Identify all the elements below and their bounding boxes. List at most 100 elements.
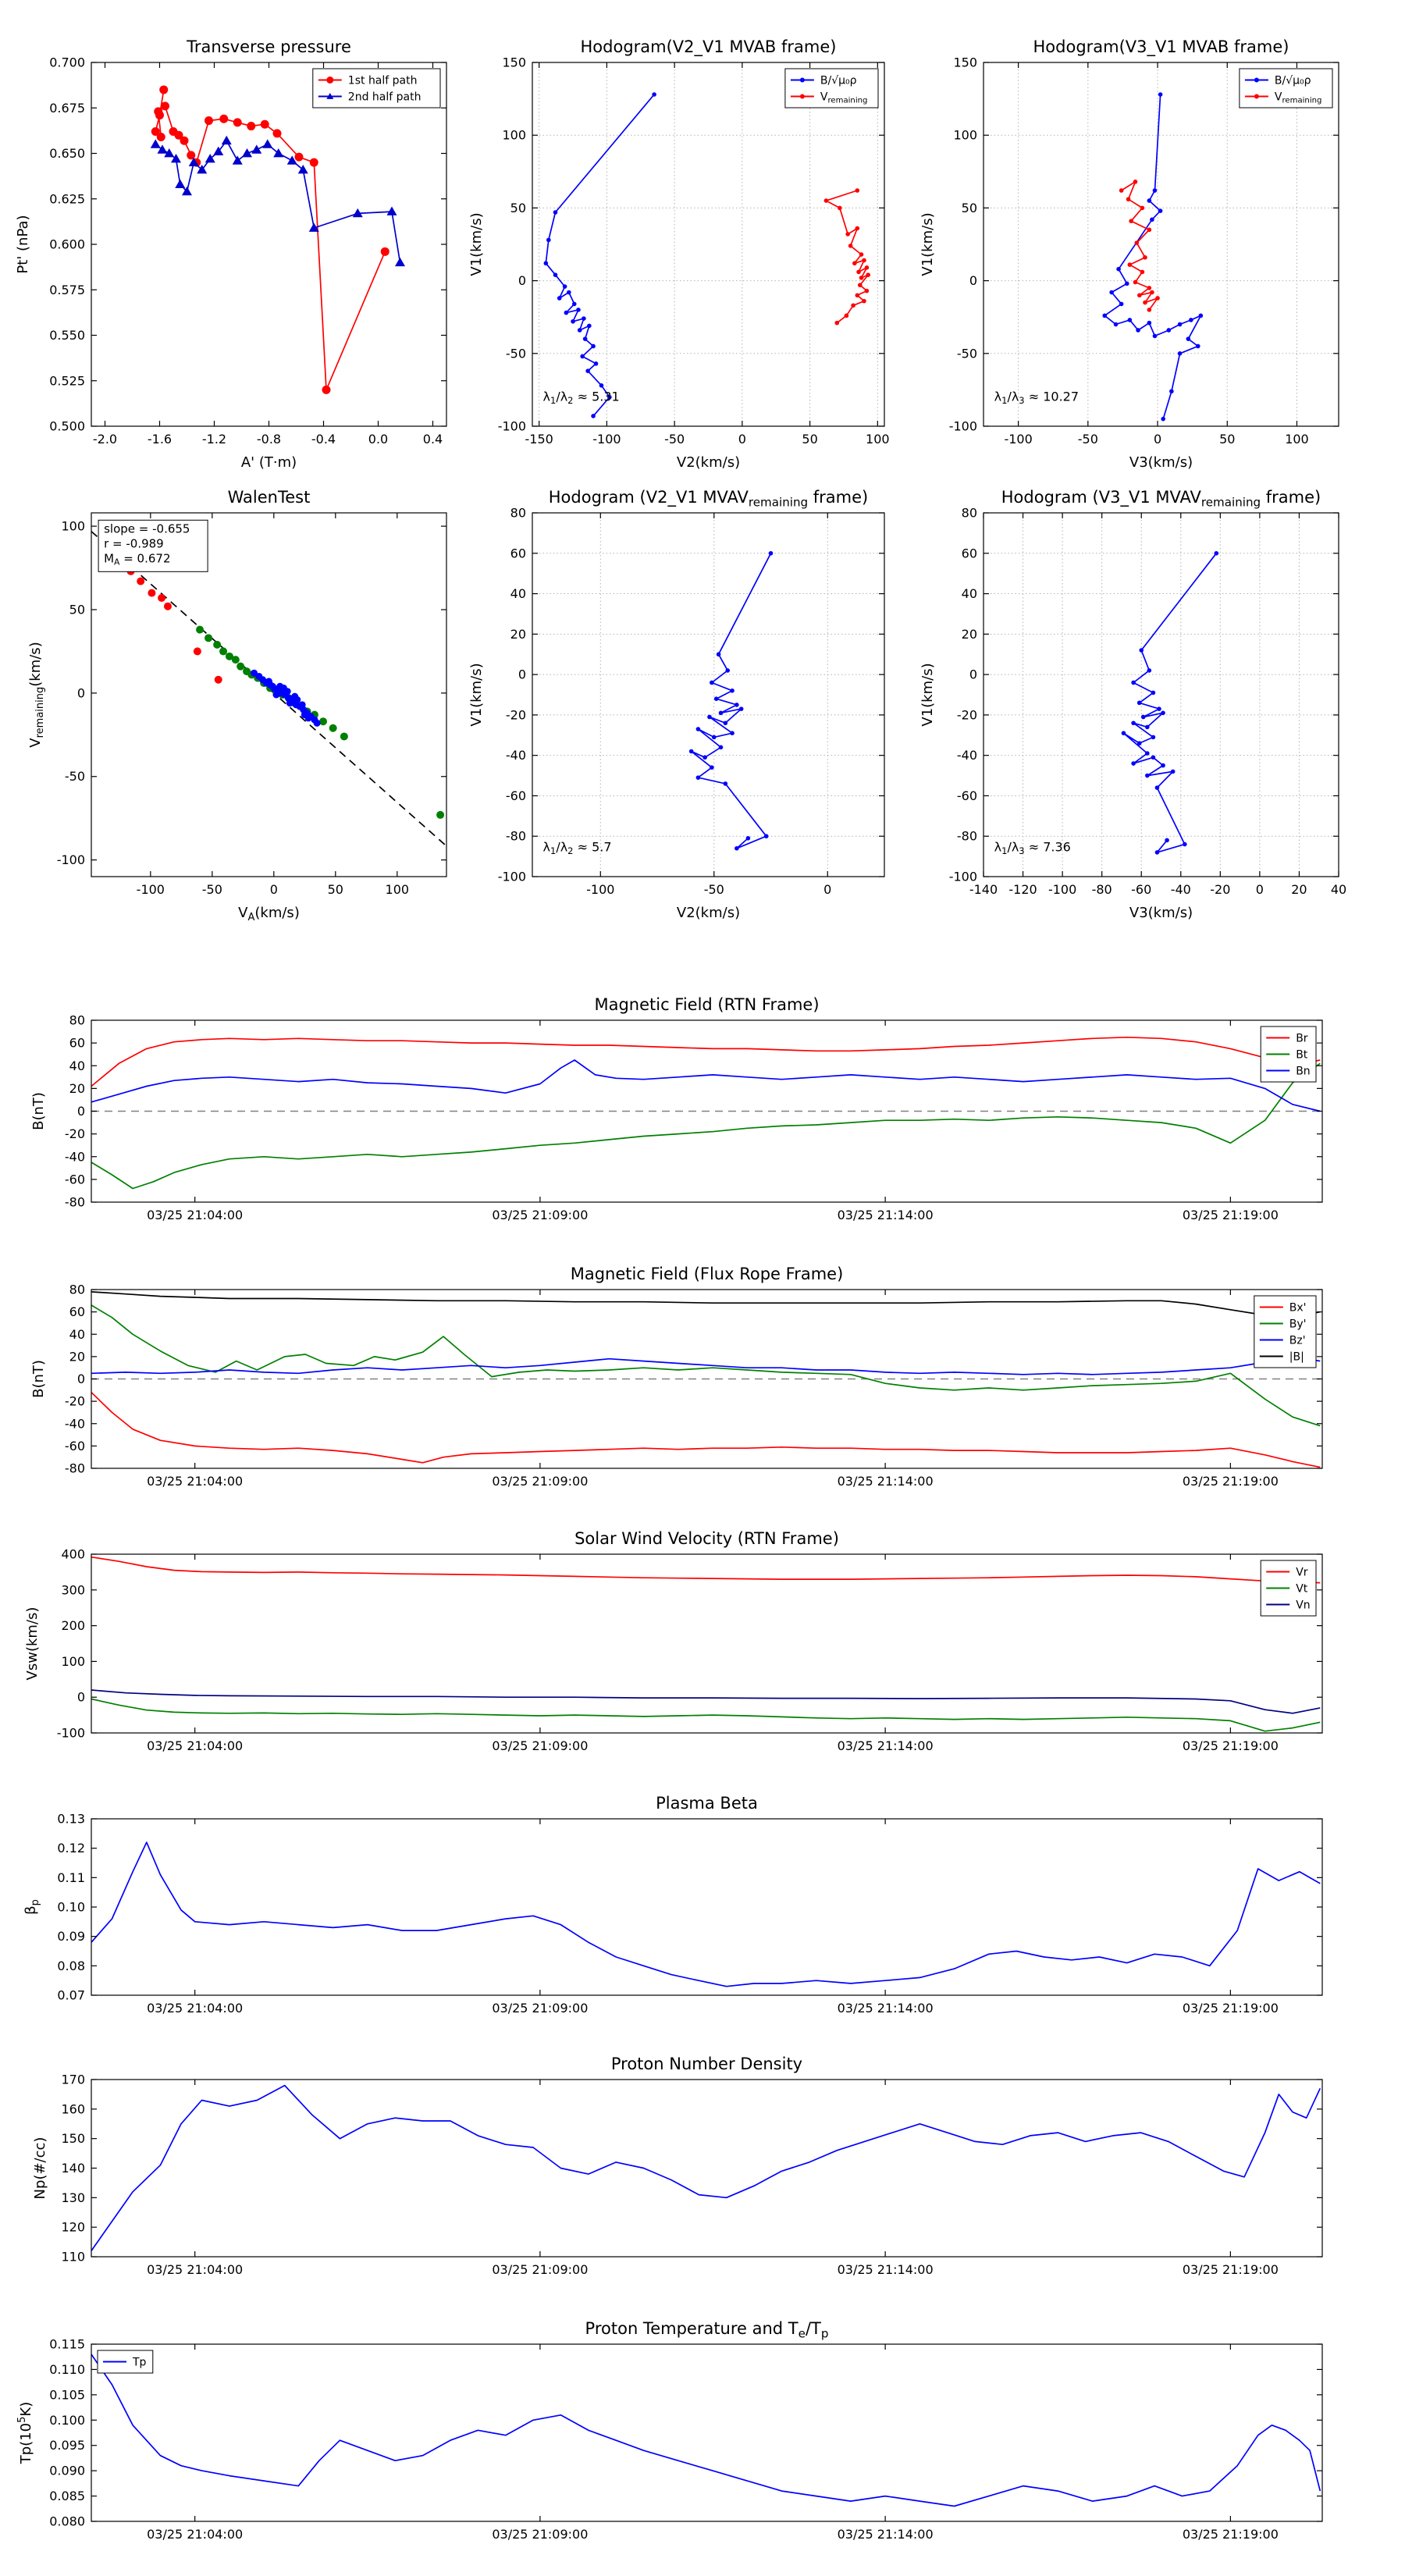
marker [1170, 769, 1176, 774]
y-tick-label: 0.090 [49, 2464, 85, 2478]
x-axis-label: V2(km/s) [677, 454, 740, 471]
marker [1143, 300, 1147, 305]
marker [1136, 328, 1140, 333]
marker [233, 118, 242, 127]
y-axis-label: B(nT) [30, 1360, 47, 1398]
marker [713, 696, 719, 701]
marker [205, 153, 215, 163]
y-tick-label: -80 [957, 829, 977, 844]
x-tick-label: -100 [1004, 432, 1032, 447]
marker [225, 652, 233, 660]
marker [577, 328, 582, 333]
y-tick-label: 0.08 [57, 1959, 85, 1973]
marker [823, 198, 829, 203]
series-group [688, 550, 774, 851]
marker [157, 144, 168, 154]
axes-border [91, 512, 447, 877]
series-Vr [91, 1556, 1321, 1584]
marker [695, 775, 701, 780]
chart-title: Hodogram(V3_V1 MVAB frame) [1033, 37, 1289, 57]
marker [180, 136, 189, 145]
y-tick-label: -40 [957, 748, 977, 763]
y-tick-label: 160 [61, 2101, 85, 2116]
y-tick-label: 0.525 [49, 373, 85, 388]
legend-label: Tp [132, 2356, 147, 2368]
series-V remaining hodogram [690, 553, 772, 849]
x-tick-label: -140 [969, 882, 998, 897]
marker [158, 594, 166, 603]
marker [591, 414, 596, 418]
marker [1169, 389, 1174, 394]
marker [857, 283, 863, 287]
legend: B/√μ₀ρ Vremaining [784, 68, 879, 109]
series-Br [91, 1036, 1321, 1087]
marker [562, 284, 567, 289]
x-tick-label: 50 [802, 432, 817, 447]
legend-label: B/√μ₀ρ [1275, 74, 1311, 87]
x-tick-label: 03/25 21:14:00 [838, 1208, 934, 1222]
chart-hodogram-v2v1-mvav: -100 -50 0 -100 -80 -60 -40 -20 0 20 40 60 80 Hodogra… [468, 488, 885, 921]
chart-magnetic-field-rtn: 03/25 21:04:00 03/25 21:09:00 03/25 21:14:… [30, 995, 1323, 1222]
axes-border [532, 62, 885, 427]
x-tick-label: 03/25 21:04:00 [147, 1474, 243, 1489]
y-tick-label: 20 [69, 1081, 85, 1096]
marker [553, 210, 558, 215]
marker [702, 755, 707, 760]
marker [546, 237, 551, 243]
y-tick-label: 80 [510, 506, 526, 521]
marker [738, 706, 744, 711]
x-tick-label: 40 [1331, 882, 1346, 897]
x-axis-label: V3(km/s) [1129, 454, 1193, 471]
x-tick-label: 0 [823, 882, 831, 897]
marker [543, 261, 549, 266]
annotation: λ1/λ3 ≈ 7.36 [994, 839, 1071, 856]
marker [205, 634, 213, 642]
legend-label: Vremaining [1275, 91, 1322, 105]
x-tick-label: -60 [1131, 882, 1151, 897]
marker [1177, 322, 1183, 327]
marker [837, 205, 842, 211]
legend-label: Vr [1296, 1566, 1308, 1578]
chart-hodogram-v3v1-mvav: -140 -120 -100 -80 -60 -40 -20 0 20 40 -100 -80 -60 -… [919, 488, 1346, 921]
y-tick-label: 0.11 [57, 1870, 85, 1885]
y-tick-label: 0.675 [49, 101, 85, 116]
y-tick-label: 0.575 [49, 283, 85, 297]
x-tick-label: -100 [1048, 882, 1076, 897]
axes-border [91, 2343, 1323, 2522]
chart-title: Proton Number Density [611, 2055, 802, 2073]
marker [855, 293, 860, 298]
marker [599, 383, 604, 388]
legend-label: |B| [1289, 1350, 1304, 1363]
y-tick-label: 150 [61, 2131, 85, 2146]
x-tick-label: 03/25 21:09:00 [492, 1738, 588, 1753]
marker [564, 310, 569, 315]
legend-label: 1st half path [348, 74, 418, 87]
marker [1126, 197, 1131, 202]
marker [294, 152, 304, 162]
y-tick-label: -100 [57, 1726, 85, 1741]
y-tick-label: -100 [498, 419, 526, 434]
y-tick-label: -100 [949, 870, 977, 884]
marker [1109, 290, 1114, 295]
legend: 1st half path 2nd half path [312, 68, 441, 109]
marker [313, 719, 321, 727]
marker [710, 680, 714, 685]
marker [582, 336, 588, 341]
marker [148, 589, 156, 597]
marker [1165, 838, 1169, 843]
y-axis-label: Vremaining(km/s) [27, 642, 46, 747]
x-tick-label: 03/25 21:19:00 [1183, 2527, 1279, 2542]
marker [567, 290, 571, 295]
marker [237, 662, 245, 671]
marker [1119, 301, 1124, 307]
marker [260, 119, 269, 129]
marker [711, 735, 717, 740]
y-axis-label: V1(km/s) [919, 212, 936, 276]
chart-title: Magnetic Field (RTN Frame) [594, 995, 819, 1014]
marker [340, 732, 348, 741]
marker [866, 272, 870, 277]
marker [1161, 763, 1165, 768]
chart-title: Hodogram (V3_V1 MVAVremaining frame) [1001, 488, 1321, 510]
y-tick-label: 0.12 [57, 1841, 85, 1856]
marker [322, 385, 331, 394]
